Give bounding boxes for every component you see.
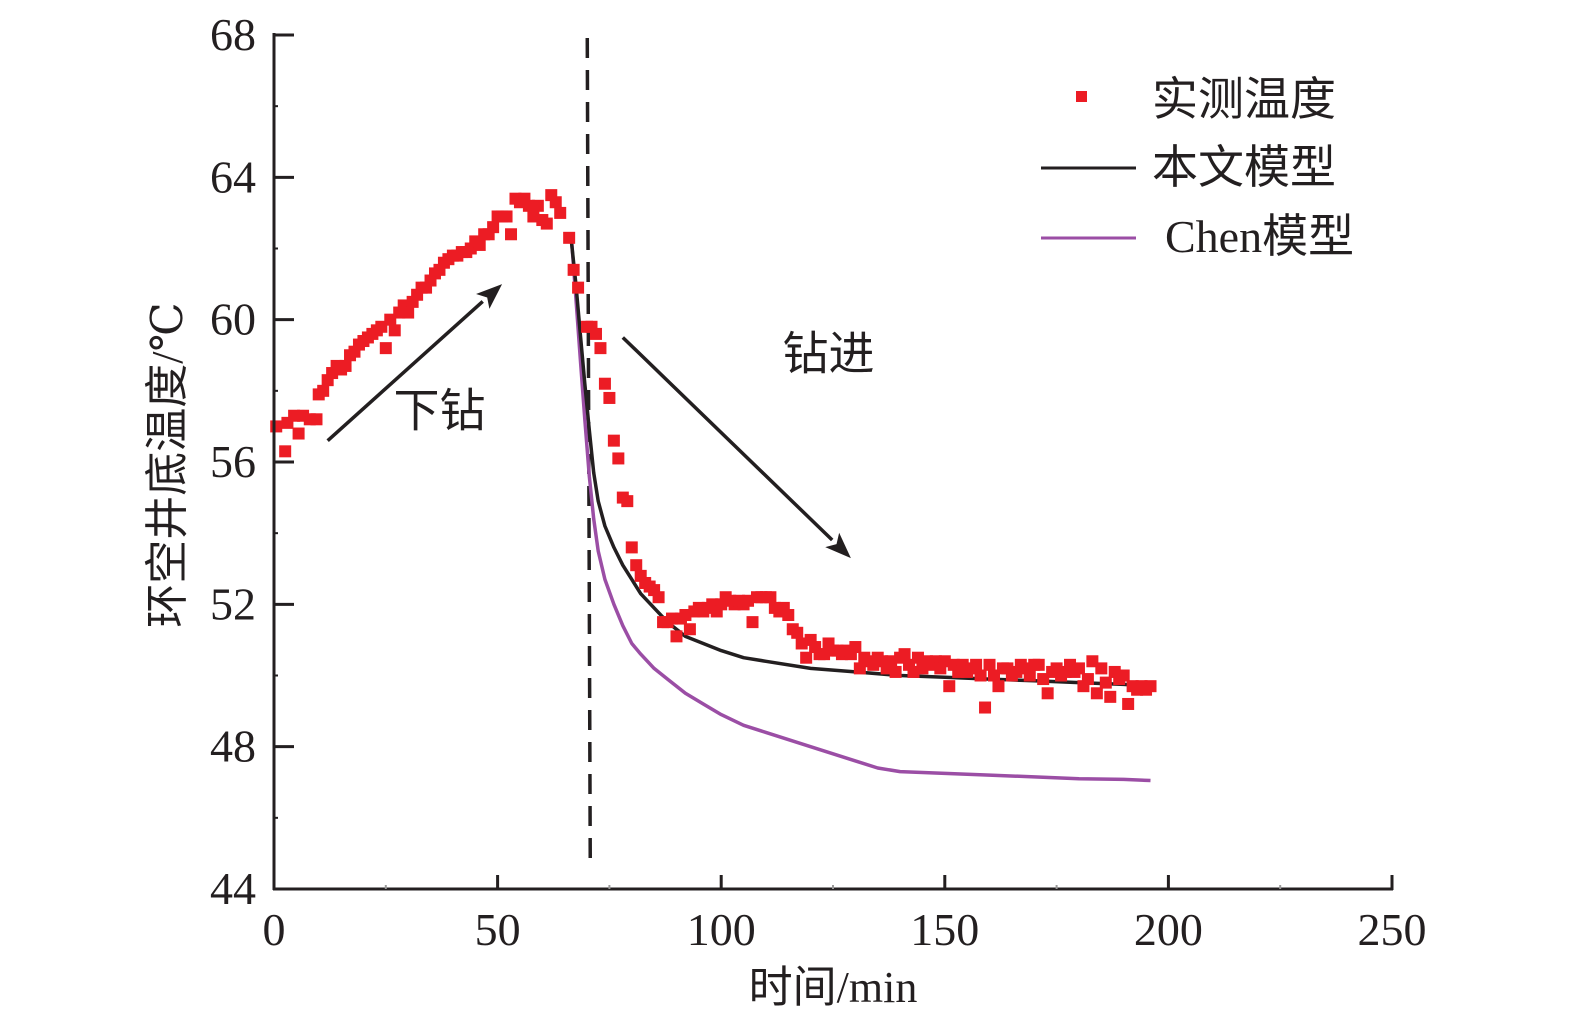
legend-marker-measured [1076, 91, 1087, 102]
data-point [1041, 687, 1054, 700]
legend-label-chen-model: Chen模型 [1165, 211, 1354, 262]
data-point [594, 342, 607, 355]
data-point [554, 206, 567, 219]
data-point [1095, 662, 1108, 675]
x-axis-title: 时间/min [749, 963, 918, 1012]
data-point [402, 306, 415, 319]
data-point [983, 658, 996, 671]
phase-divider-dashed-line [585, 37, 593, 869]
data-point [505, 228, 518, 241]
data-point [379, 342, 392, 355]
data-point [764, 591, 777, 604]
annotation-trip-in: 下钻 [393, 385, 485, 436]
series-line-chen-model [569, 237, 1151, 783]
data-point [567, 263, 580, 276]
data-point [339, 359, 352, 372]
data-point [317, 384, 330, 397]
data-point [683, 623, 696, 636]
data-point [889, 665, 902, 678]
data-point [630, 559, 643, 572]
y-tick-label: 60 [210, 294, 256, 345]
series-measured-temperature [270, 189, 1157, 714]
data-point [1072, 662, 1085, 675]
data-point [612, 452, 625, 465]
data-point [625, 541, 638, 554]
data-point [310, 413, 323, 426]
data-point [270, 420, 283, 433]
data-point [279, 445, 292, 458]
data-point [782, 609, 795, 622]
data-point [1023, 669, 1036, 682]
y-ticks: 44 48 52 56 60 64 68 [210, 9, 294, 914]
data-point [943, 680, 956, 693]
data-point [1117, 669, 1130, 682]
data-point [500, 210, 513, 223]
y-tick-label: 56 [210, 436, 256, 487]
y-tick-label: 52 [210, 578, 256, 629]
legend-label-measured: 实测温度 [1152, 74, 1336, 125]
data-point [540, 217, 553, 230]
data-point [549, 196, 562, 209]
data-point [292, 427, 305, 440]
legend: 实测温度 本文模型 Chen模型 [1041, 74, 1354, 262]
y-tick-label: 68 [210, 9, 256, 60]
data-point [1081, 673, 1094, 686]
y-tick-label: 48 [210, 721, 256, 772]
y-tick-label: 64 [210, 151, 256, 202]
data-point [598, 377, 611, 390]
x-ticks: 0 50 100 150 200 250 [263, 875, 1427, 955]
data-point [970, 658, 983, 671]
data-point [1090, 687, 1103, 700]
data-point [1144, 680, 1157, 693]
data-point [1099, 676, 1112, 689]
data-point [746, 616, 759, 629]
data-point [603, 391, 616, 404]
data-point [849, 641, 862, 654]
data-point [791, 626, 804, 639]
data-point [974, 669, 987, 682]
data-point [531, 199, 544, 212]
data-point [992, 680, 1005, 693]
data-point [800, 651, 813, 664]
data-point [563, 231, 576, 244]
x-tick-label: 200 [1134, 904, 1203, 955]
data-point [621, 495, 634, 508]
data-point [487, 221, 500, 234]
x-tick-label: 50 [475, 904, 521, 955]
data-point [979, 701, 992, 714]
data-point [1122, 697, 1135, 710]
y-axis-title: 环空井底温度/℃ [143, 302, 192, 627]
x-tick-label: 250 [1358, 904, 1427, 955]
plot-area [270, 37, 1157, 869]
legend-label-this-model: 本文模型 [1152, 142, 1336, 193]
data-point [607, 434, 620, 447]
trip-in-arrow [326, 284, 503, 442]
annotation-drilling: 钻进 [783, 328, 875, 379]
x-tick-label: 100 [687, 904, 756, 955]
data-point [1032, 658, 1045, 671]
data-point [388, 324, 401, 337]
data-point [898, 648, 911, 661]
data-point [652, 591, 665, 604]
arrow-shaft [621, 336, 834, 542]
arrow-head-icon [825, 532, 851, 559]
data-point [572, 281, 585, 294]
drilling-arrow [621, 336, 851, 559]
data-point [1104, 690, 1117, 703]
arrow-shaft [326, 300, 484, 442]
series-line-this-model [569, 241, 1151, 688]
x-tick-label: 0 [263, 904, 286, 955]
data-point [670, 630, 683, 643]
data-point [589, 327, 602, 340]
data-point [473, 238, 486, 251]
arrow-head-icon [476, 284, 503, 309]
y-tick-label: 44 [210, 863, 256, 914]
x-tick-label: 150 [910, 904, 979, 955]
